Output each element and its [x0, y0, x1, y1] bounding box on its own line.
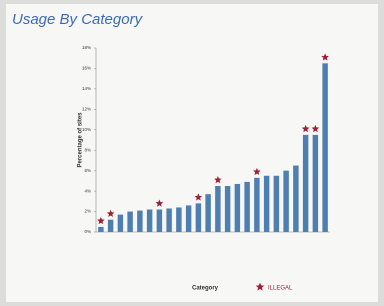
bar: [186, 205, 191, 232]
bar: [127, 212, 132, 232]
bar: [108, 220, 113, 232]
y-tick-label: 6%: [84, 168, 91, 173]
bar: [293, 166, 298, 232]
y-tick-label: 0%: [84, 229, 91, 234]
y-tick-label: 14%: [82, 86, 91, 91]
bar: [166, 208, 171, 232]
bar: [235, 184, 240, 232]
y-tick-label: 8%: [84, 147, 91, 152]
bar: [98, 227, 103, 232]
bar: [322, 63, 327, 232]
chart: Usage By Category Percentage of sites Ca…: [0, 0, 384, 306]
bar: [147, 210, 152, 232]
slide: [6, 4, 378, 302]
y-tick-label: 12%: [82, 107, 91, 112]
bar: [274, 176, 279, 232]
y-axis-label: Percentage of sites: [78, 112, 84, 168]
bar: [244, 182, 249, 232]
bar: [137, 211, 142, 232]
bar: [196, 203, 201, 232]
chart-title: Usage By Category: [12, 11, 144, 28]
y-tick-label: 16%: [82, 66, 91, 71]
bar: [205, 194, 210, 232]
y-tick-label: 10%: [82, 127, 91, 132]
y-tick-label: 18%: [82, 45, 91, 50]
bar: [313, 135, 318, 232]
bar: [215, 186, 220, 232]
bar: [264, 176, 269, 232]
bar: [254, 178, 259, 232]
bar: [303, 135, 308, 232]
bar: [225, 186, 230, 232]
bar: [118, 215, 123, 232]
y-tick-label: 2%: [84, 209, 91, 214]
bar: [283, 171, 288, 232]
bar: [157, 210, 162, 232]
legend-label: ILLEGAL: [268, 286, 293, 292]
x-axis-label: Category: [192, 286, 219, 292]
bar: [176, 207, 181, 232]
y-tick-label: 4%: [84, 188, 91, 193]
